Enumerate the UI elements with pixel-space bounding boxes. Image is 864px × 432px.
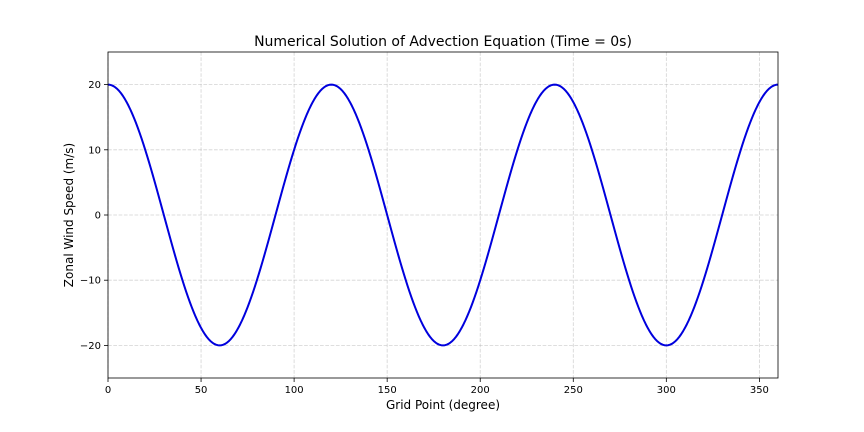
x-tick-label: 100 [285,385,304,396]
x-tick-label: 150 [378,385,397,396]
x-tick-label: 300 [657,385,676,396]
x-axis-label: Grid Point (degree) [386,398,500,412]
x-tick-label: 250 [564,385,583,396]
y-tick-label: −20 [80,341,101,352]
y-tick-label: −10 [80,276,101,287]
y-tick-label: 20 [88,80,101,91]
y-tick-label: 10 [88,145,101,156]
x-tick-label: 50 [195,385,208,396]
x-tick-label: 200 [471,385,490,396]
y-tick-label: 0 [95,211,101,222]
series-line-0 [107,83,779,347]
x-tick-label: 0 [105,385,111,396]
x-tick-label: 350 [750,385,769,396]
series-layer [107,83,779,347]
y-axis-label: Zonal Wind Speed (m/s) [62,143,76,287]
grid-lines [107,52,778,378]
x-axis-ticks: 0 50 100 150 200 250 300 350 [105,378,769,396]
chart-title: Numerical Solution of Advection Equation… [254,34,632,50]
y-axis-ticks: −20 −10 0 10 20 [80,80,108,352]
